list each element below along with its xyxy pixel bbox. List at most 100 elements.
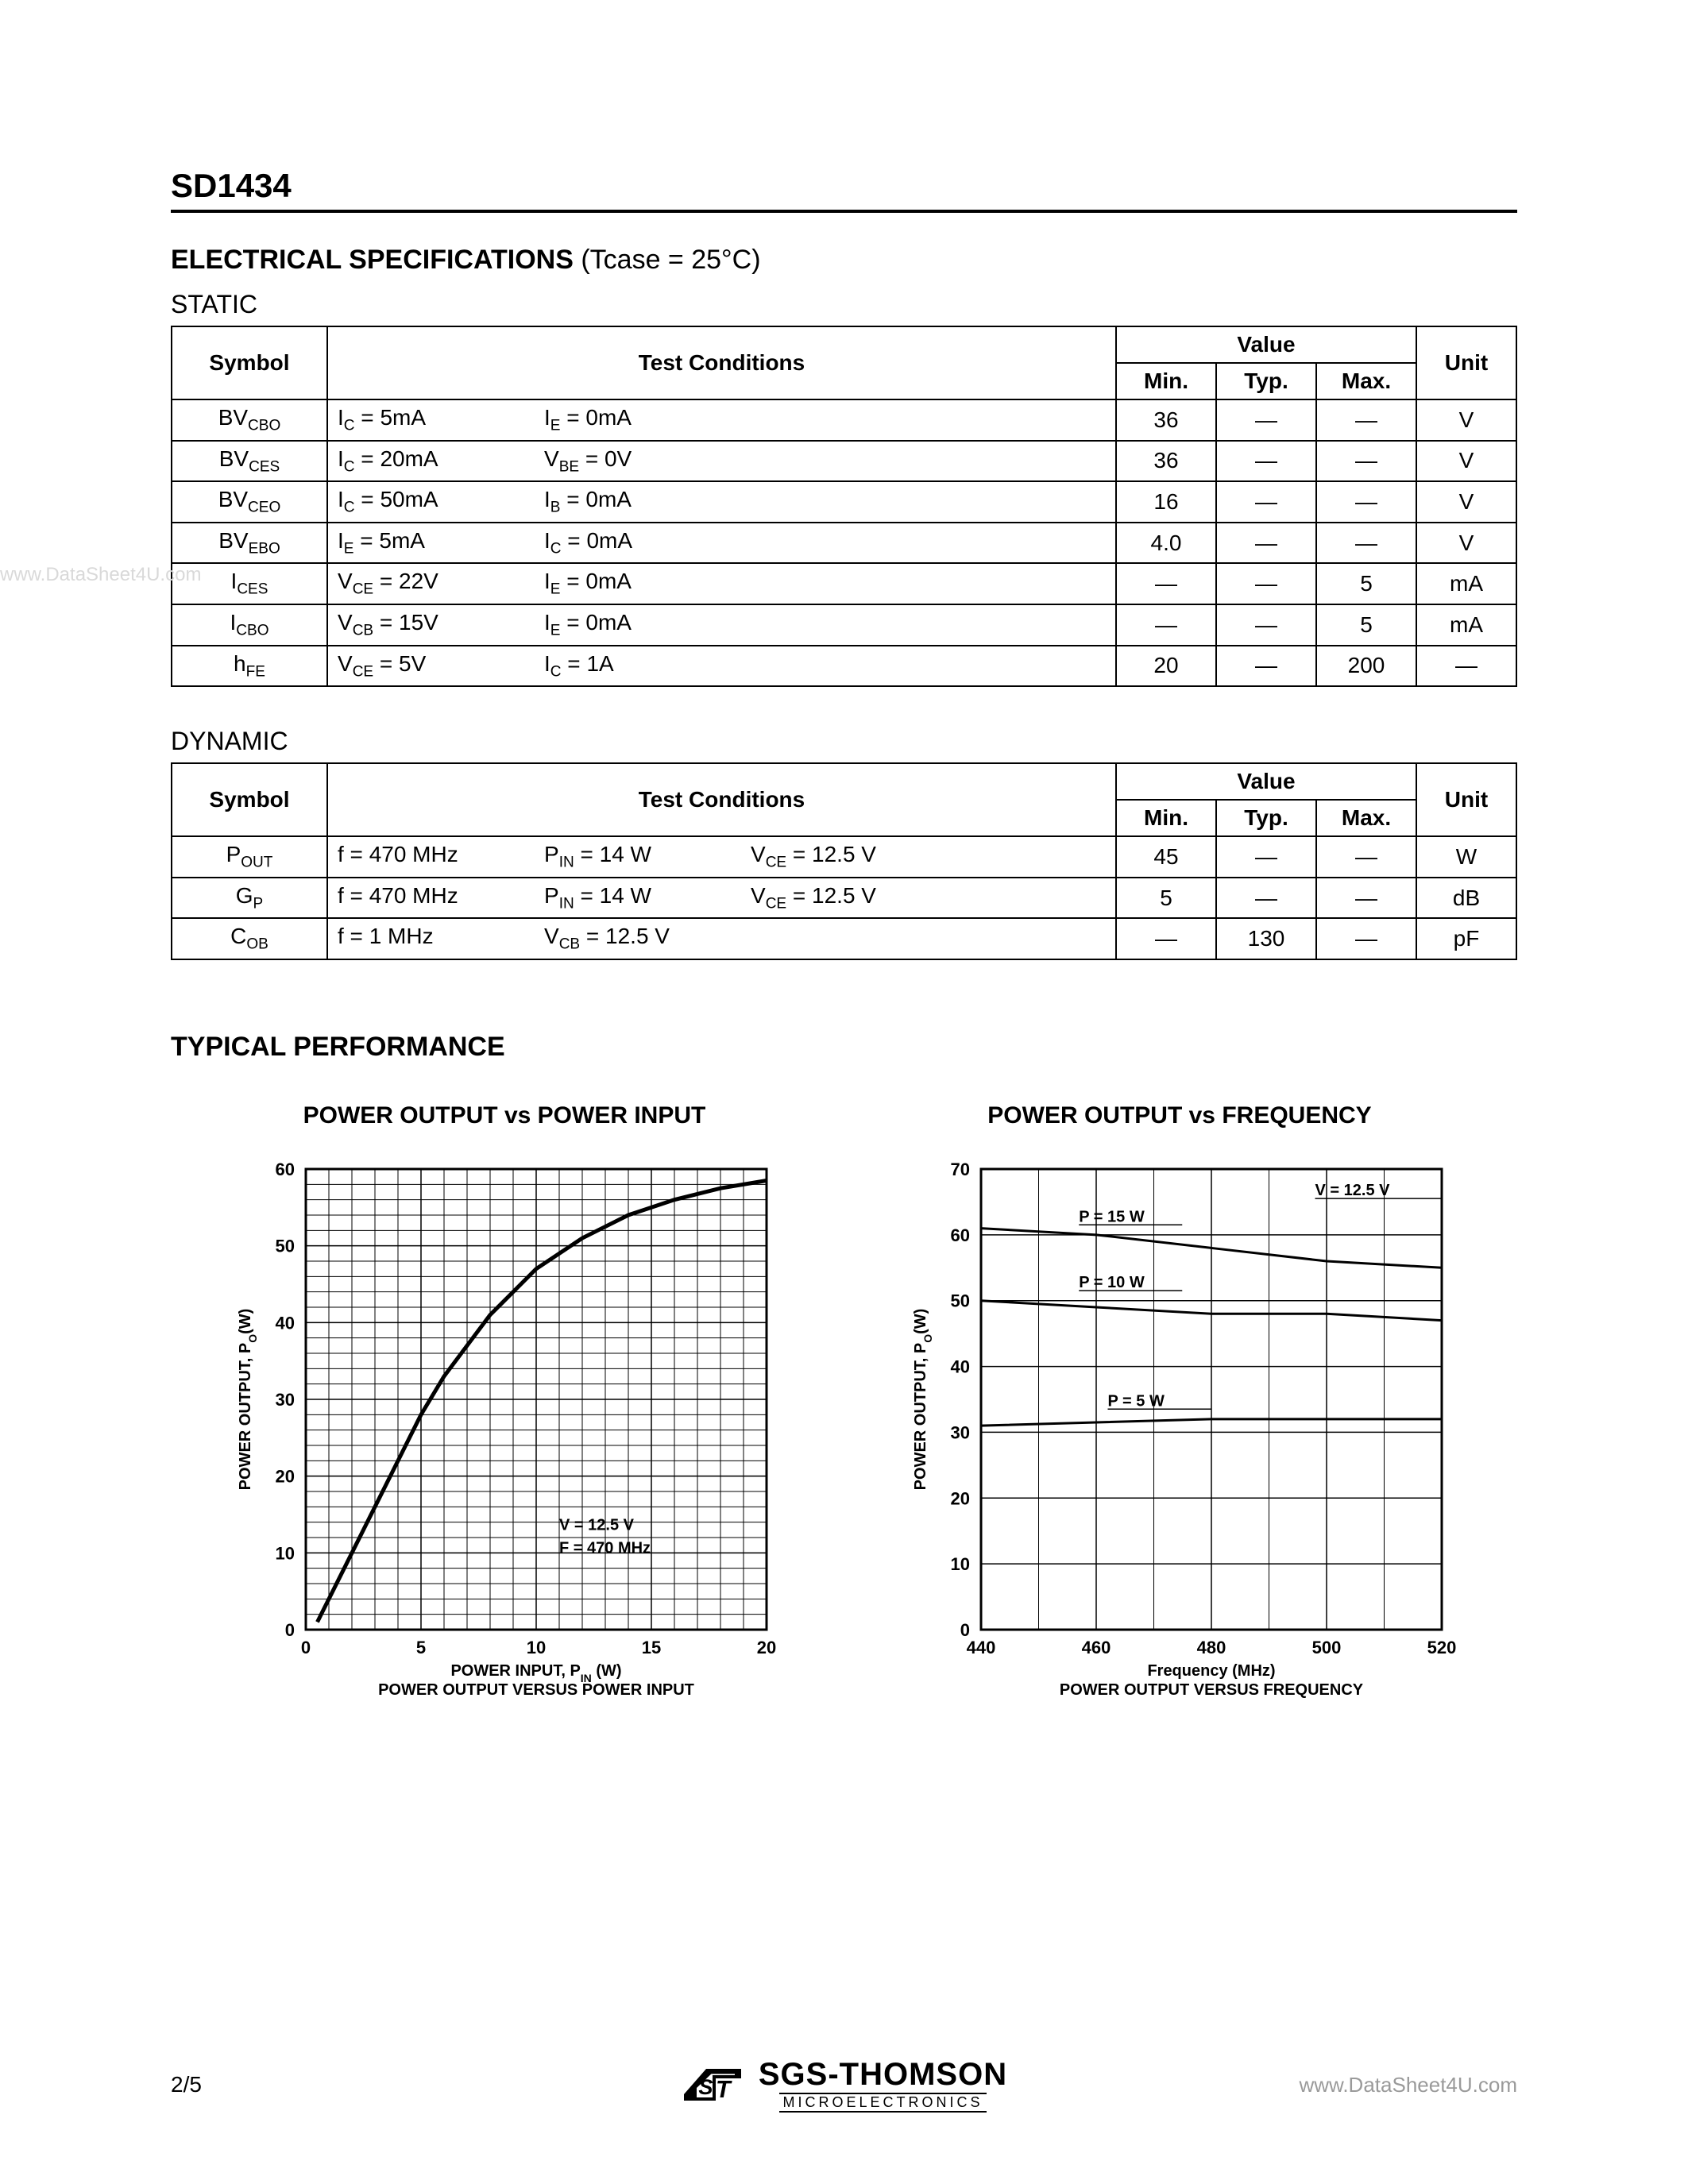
th-typ: Typ. [1216,363,1316,399]
static-label: STATIC [171,290,1517,319]
cell-max: 5 [1316,604,1416,646]
cell-typ: — [1216,836,1316,878]
cell-typ: — [1216,523,1316,564]
svg-text:VCC = 12.5 V: VCC = 12.5 V [559,1516,635,1534]
svg-text:5: 5 [416,1638,426,1657]
cell-min: 4.0 [1116,523,1216,564]
svg-text:0: 0 [285,1620,295,1640]
svg-text:520: 520 [1427,1638,1457,1657]
svg-text:70: 70 [951,1160,970,1179]
cell-conditions: VCE = 22VIE = 0mA [327,563,1116,604]
svg-text:460: 460 [1082,1638,1111,1657]
cell-max: — [1316,399,1416,441]
dynamic-table: Symbol Test Conditions Value Unit Min. T… [171,762,1517,960]
svg-text:Frequency (MHz): Frequency (MHz) [1147,1662,1275,1680]
svg-text:S: S [698,2074,713,2099]
footer: 2/5 S T SGS-THOMSON MICROELECTRONICS www… [0,2057,1688,2113]
th-max: Max. [1316,800,1416,836]
cell-typ: 130 [1216,918,1316,959]
th-conditions: Test Conditions [327,763,1116,836]
table-row: BVCBOIC = 5mAIE = 0mA36——V [172,399,1516,441]
cell-typ: — [1216,441,1316,482]
svg-text:30: 30 [276,1390,295,1410]
svg-text:60: 60 [951,1225,970,1245]
page-number: 2/5 [171,2072,202,2097]
cell-max: — [1316,481,1416,523]
cell-min: 36 [1116,399,1216,441]
svg-text:POWER OUTPUT, PO(W): POWER OUTPUT, PO(W) [912,1309,934,1491]
svg-text:20: 20 [276,1467,295,1487]
svg-text:POWER OUTPUT VERSUS FREQUENCY: POWER OUTPUT VERSUS FREQUENCY [1060,1681,1364,1699]
cell-unit: V [1416,481,1516,523]
svg-text:60: 60 [276,1160,295,1179]
cell-min: 20 [1116,646,1216,687]
chart2-svg: 440460480500520010203040506070POWER OUTP… [894,1153,1466,1725]
svg-text:20: 20 [757,1638,776,1657]
cell-symbol: BVEBO [172,523,327,564]
cell-typ: — [1216,604,1316,646]
cell-unit: dB [1416,878,1516,919]
cell-unit: mA [1416,563,1516,604]
cell-symbol: BVCBO [172,399,327,441]
th-min: Min. [1116,800,1216,836]
svg-text:10: 10 [951,1554,970,1574]
dynamic-label: DYNAMIC [171,727,1517,756]
th-unit: Unit [1416,326,1516,399]
company-main: SGS-THOMSON [759,2057,1007,2093]
cell-typ: — [1216,878,1316,919]
cell-max: — [1316,836,1416,878]
cell-conditions: f = 470 MHzPIN = 14 WVCE = 12.5 V [327,836,1116,878]
cell-unit: V [1416,399,1516,441]
svg-text:POWER OUTPUT VERSUS POWER INPU: POWER OUTPUT VERSUS POWER INPUT [378,1681,694,1699]
cell-typ: — [1216,481,1316,523]
cell-unit: — [1416,646,1516,687]
th-max: Max. [1316,363,1416,399]
table-row: COBf = 1 MHzVCB = 12.5 V—130—pF [172,918,1516,959]
table-row: hFEVCE = 5VIC = 1A20—200— [172,646,1516,687]
cell-typ: — [1216,646,1316,687]
cell-max: — [1316,878,1416,919]
th-value: Value [1116,763,1416,800]
cell-conditions: IC = 20mAVBE = 0V [327,441,1116,482]
cell-min: 36 [1116,441,1216,482]
cell-symbol: COB [172,918,327,959]
th-min: Min. [1116,363,1216,399]
cell-typ: — [1216,399,1316,441]
elec-spec-label: ELECTRICAL SPECIFICATIONS [171,245,574,275]
svg-text:F0 = 470 MHz: F0 = 470 MHz [559,1539,651,1557]
company-sub: MICROELECTRONICS [779,2093,986,2113]
table-row: GPf = 470 MHzPIN = 14 WVCE = 12.5 V5——dB [172,878,1516,919]
svg-text:PIN = 15 W: PIN = 15 W [1079,1208,1145,1225]
table-row: POUTf = 470 MHzPIN = 14 WVCE = 12.5 V45—… [172,836,1516,878]
cell-unit: mA [1416,604,1516,646]
svg-text:10: 10 [276,1543,295,1563]
cell-max: — [1316,523,1416,564]
th-unit: Unit [1416,763,1516,836]
cell-unit: V [1416,441,1516,482]
svg-text:0: 0 [301,1638,311,1657]
cell-symbol: ICBO [172,604,327,646]
svg-text:50: 50 [951,1291,970,1311]
th-symbol: Symbol [172,326,327,399]
table-row: ICBOVCB = 15VIE = 0mA——5mA [172,604,1516,646]
cell-unit: V [1416,523,1516,564]
th-conditions: Test Conditions [327,326,1116,399]
chart-power-output-vs-frequency: POWER OUTPUT vs FREQUENCY 44046048050052… [878,1102,1481,1725]
cell-conditions: VCE = 5VIC = 1A [327,646,1116,687]
table-row: BVCEOIC = 50mAIB = 0mA16——V [172,481,1516,523]
svg-text:20: 20 [951,1488,970,1508]
watermark-left: www.DataSheet4U.com [0,564,201,586]
svg-text:40: 40 [276,1313,295,1333]
cell-unit: pF [1416,918,1516,959]
typical-performance-heading: TYPICAL PERFORMANCE [171,1032,1517,1063]
svg-text:PIN = 10 W: PIN = 10 W [1079,1274,1145,1291]
cell-conditions: f = 1 MHzVCB = 12.5 V [327,918,1116,959]
svg-text:40: 40 [951,1357,970,1377]
chart1-title: POWER OUTPUT vs POWER INPUT [203,1102,806,1129]
chart2-title: POWER OUTPUT vs FREQUENCY [878,1102,1481,1129]
chart1-svg: 051015200102030405060POWER OUTPUT, PO(W)… [218,1153,790,1725]
svg-text:440: 440 [967,1638,996,1657]
th-value: Value [1116,326,1416,363]
company-logo: S T SGS-THOMSON MICROELECTRONICS [681,2057,1007,2113]
svg-text:10: 10 [527,1638,546,1657]
